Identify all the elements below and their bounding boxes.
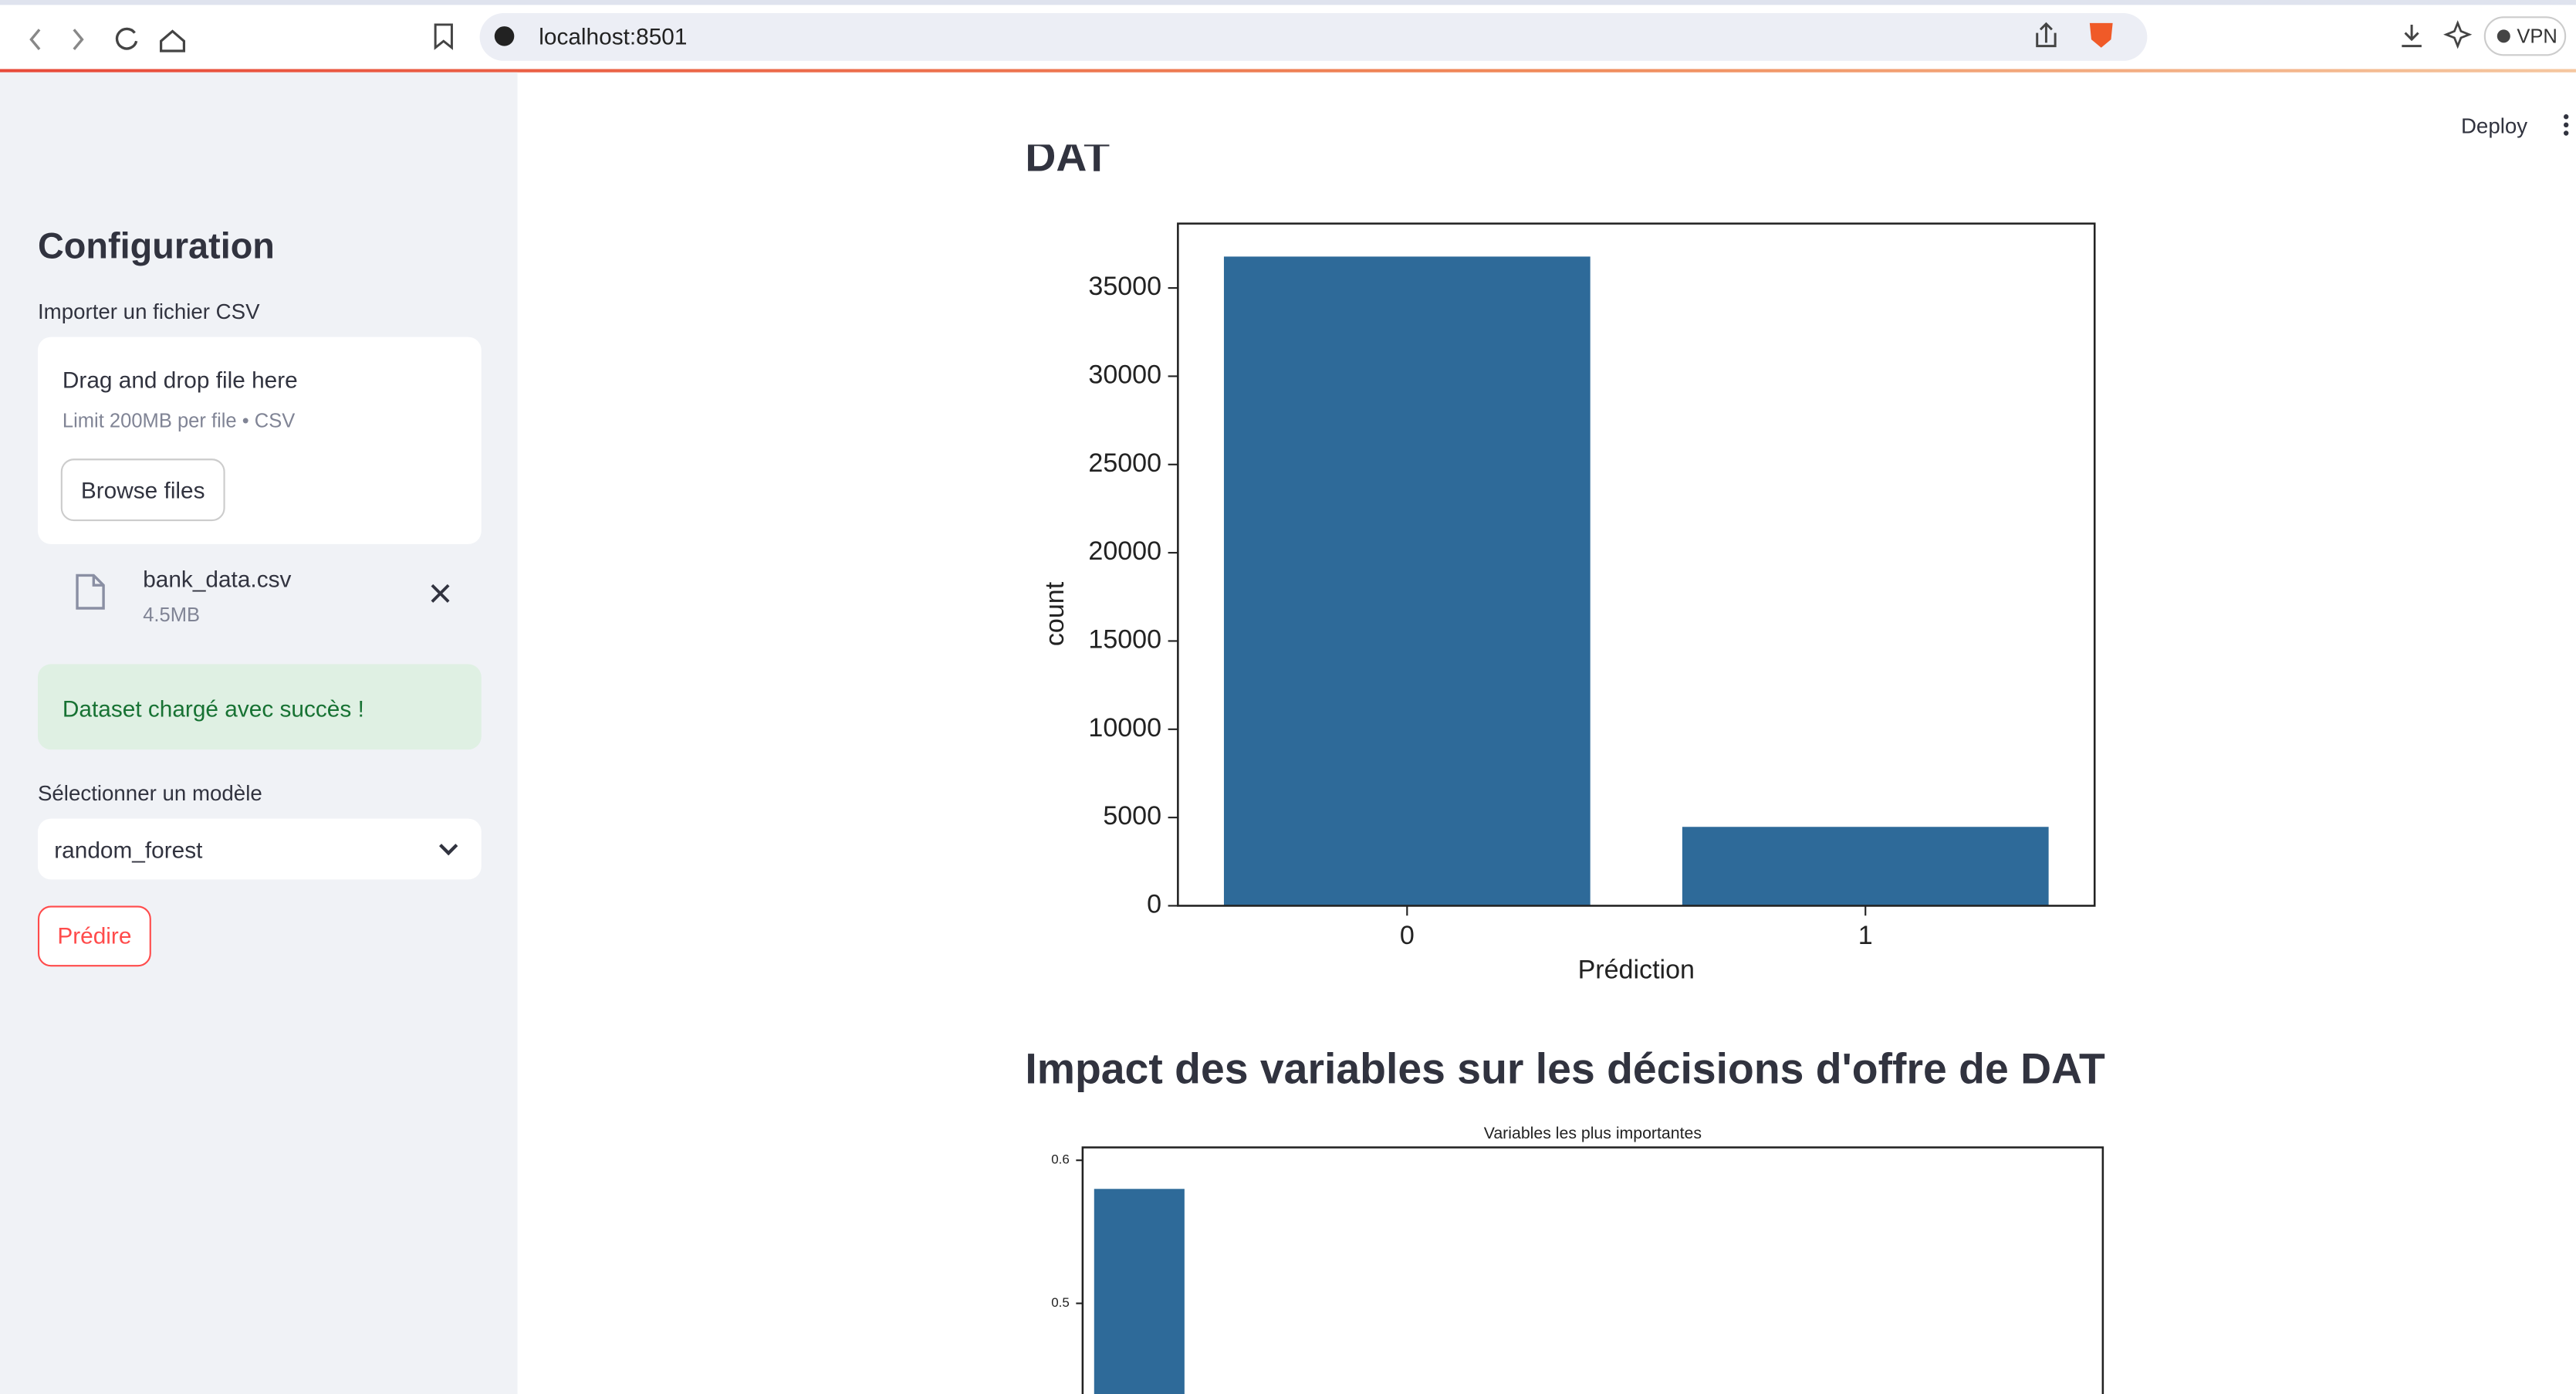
url-bar[interactable] — [479, 13, 2148, 61]
heading-clip: DAT — [1025, 144, 1354, 174]
partial-heading: DAT — [1025, 144, 1111, 174]
plot-frame — [1177, 222, 2096, 907]
x-axis-label: Prédiction — [1578, 956, 1695, 985]
section-heading: Impact des variables sur les décisions d… — [1025, 1044, 2105, 1094]
file-size: 4.5MB — [143, 603, 201, 627]
success-alert — [37, 664, 482, 750]
plot-frame — [1081, 1146, 2104, 1394]
url-text: localhost:8501 — [539, 22, 688, 49]
x-tick-label: 0 — [1400, 921, 1415, 950]
upload-label: Importer un fichier CSV — [37, 299, 260, 324]
x-tick-label: 1 — [1858, 921, 1873, 950]
y-tick-label: 10000 — [1088, 713, 1161, 743]
nav-icons — [29, 27, 186, 52]
y-tick-label: 30000 — [1088, 360, 1161, 389]
y-tick-label: 5000 — [1103, 801, 1161, 831]
drag-text: Drag and drop file here — [62, 366, 298, 393]
predict-button[interactable]: Prédire — [37, 905, 151, 967]
y-tick-label: 35000 — [1088, 272, 1161, 301]
sidebar-title: Configuration — [37, 225, 275, 267]
model-label: Sélectionner un modèle — [37, 780, 262, 806]
bar — [1682, 827, 2049, 906]
model-select[interactable] — [37, 818, 482, 880]
select-chevron — [439, 844, 458, 856]
y-tick-label: 25000 — [1088, 448, 1161, 478]
bar — [1094, 1189, 1185, 1394]
y-tick-label: 15000 — [1088, 624, 1161, 654]
deploy-button[interactable]: Deploy — [2460, 113, 2528, 138]
menu-icon — [2563, 114, 2569, 136]
y-tick-label: 0.6 — [1051, 1152, 1070, 1167]
file-icons — [76, 574, 450, 610]
accent-line — [0, 69, 2576, 73]
chart-title: Variables les plus importantes — [1484, 1124, 1702, 1142]
success-text: Dataset chargé avec succès ! — [62, 695, 364, 722]
bar — [1223, 256, 1591, 906]
y-tick-label: 0.5 — [1051, 1295, 1070, 1310]
y-axis-label: count — [1040, 581, 1070, 646]
y-tick-label: 0 — [1147, 889, 1161, 919]
toolbar-icons — [434, 20, 2510, 50]
browse-button[interactable]: Browse files — [60, 458, 225, 522]
model-value: random_forest — [54, 837, 203, 864]
y-tick-label: 20000 — [1088, 536, 1161, 566]
vpn-button[interactable]: VPN — [2483, 16, 2567, 56]
file-name: bank_data.csv — [143, 565, 292, 592]
limit-text: Limit 200MB per file • CSV — [62, 409, 296, 433]
